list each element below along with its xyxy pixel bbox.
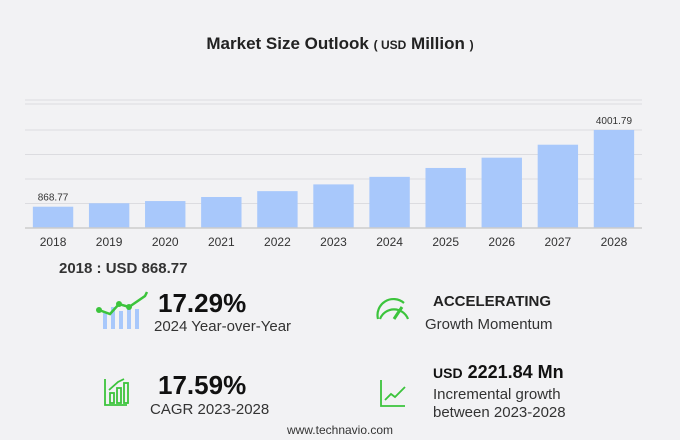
bar-2020 (145, 201, 186, 228)
bar-2018 (32, 206, 74, 228)
speedometer-icon (376, 298, 410, 320)
trend-chart-icon (96, 291, 149, 329)
footer-link[interactable]: www.technavio.com (286, 423, 394, 437)
x-tick-label: 2027 (545, 235, 572, 249)
bar-2019 (88, 203, 130, 228)
incremental-value: USD 2221.84 Mn (433, 362, 564, 382)
x-tick-label: 2019 (96, 235, 123, 249)
x-tick-label: 2026 (488, 235, 515, 249)
base-year-value: 2018 : USD 868.77 (59, 260, 188, 277)
bar-2022 (257, 191, 298, 228)
incremental-label-1: Incremental growth (433, 386, 561, 403)
x-tick-label: 2020 (152, 235, 179, 249)
bar-growth-icon (104, 378, 129, 406)
momentum-value: ACCELERATING (433, 293, 552, 310)
x-tick-label: 2024 (376, 235, 403, 249)
x-tick-label: 2028 (601, 235, 628, 249)
x-tick-label: 2018 (40, 235, 67, 249)
bar-2024 (369, 176, 410, 228)
data-label: 868.77 (38, 193, 69, 204)
line-growth-icon (380, 380, 406, 407)
x-tick-label: 2023 (320, 235, 347, 249)
bar-chart: 2018 868.77 2019 2020 2021 2022 2023 2024 2025 20… (25, 99, 642, 249)
yoy-value: 17.29% (158, 288, 247, 318)
bar-2026 (481, 157, 522, 228)
chart-title: Market Size Outlook ( USD Million ) (206, 34, 474, 53)
bar-2023 (313, 184, 354, 228)
yoy-label: 2024 Year-over-Year (154, 318, 292, 335)
x-tick-label: 2025 (432, 235, 459, 249)
cagr-value: 17.59% (158, 370, 247, 400)
bar-2028 (593, 129, 635, 228)
bar-2025 (425, 167, 466, 228)
x-tick-label: 2022 (264, 235, 291, 249)
incremental-label-2: between 2023-2028 (433, 404, 566, 421)
x-tick-label: 2021 (208, 235, 235, 249)
cagr-label: CAGR 2023-2028 (150, 401, 270, 418)
bar-2027 (537, 144, 579, 228)
bar-2021 (201, 197, 242, 228)
momentum-label: Growth Momentum (425, 316, 553, 333)
data-label: 4001.79 (596, 116, 633, 127)
